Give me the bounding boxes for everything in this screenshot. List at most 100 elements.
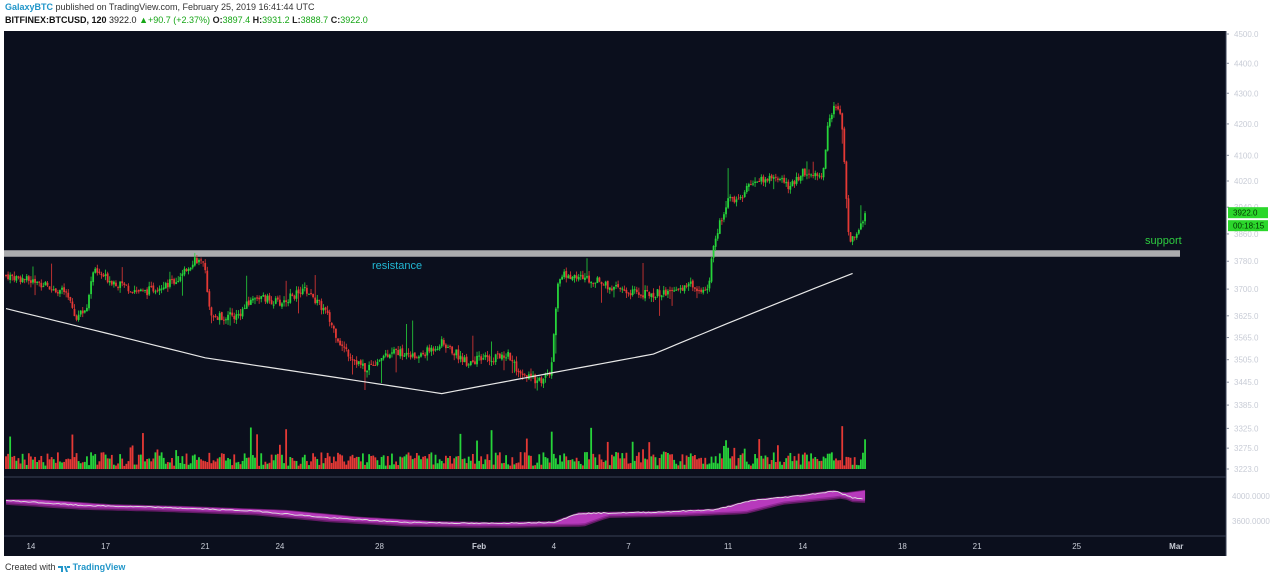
candle-body (308, 293, 310, 295)
candle-body (598, 277, 601, 282)
volume-bar (816, 458, 819, 469)
volume-bar (847, 457, 850, 469)
volume-bar (320, 452, 323, 469)
candle-body (324, 307, 327, 310)
volume-bar (677, 465, 680, 469)
candle-body (96, 268, 99, 273)
volume-bar (42, 462, 45, 469)
volume-bar (758, 439, 761, 469)
candle-body (432, 348, 435, 351)
volume-bar (710, 456, 713, 469)
candle-body (770, 175, 773, 179)
time-tick-label: Mar (1169, 542, 1183, 551)
author-name[interactable]: GalaxyBTC (5, 2, 54, 12)
candle-body (662, 290, 665, 295)
candle-body (752, 183, 754, 185)
volume-bar (453, 458, 456, 469)
volume-bar (316, 459, 319, 469)
tradingview-brand[interactable]: TradingView (72, 562, 126, 572)
candle-body (368, 364, 371, 371)
volume-bar (841, 426, 844, 469)
candle-body (569, 274, 572, 280)
resistance-zone (4, 250, 1180, 257)
candle-body (218, 313, 221, 321)
volume-bar (308, 465, 310, 469)
candle-body (214, 315, 217, 318)
price-tick-label: 3625.0 (1234, 312, 1259, 321)
candle-body (401, 348, 404, 357)
volume-bar (712, 462, 715, 469)
volume-bar (283, 463, 285, 469)
volume-bar (534, 465, 537, 469)
volume-bar (752, 463, 754, 469)
volume-bar (772, 452, 775, 469)
volume-bar (498, 452, 501, 469)
time-tick-label: 11 (724, 542, 733, 551)
volume-bar (382, 455, 385, 469)
volume-bar (442, 463, 445, 469)
volume-bar (233, 454, 236, 469)
candle-body (115, 282, 117, 287)
volume-bar (432, 464, 435, 469)
price-tick-label: 3565.0 (1234, 334, 1259, 343)
volume-bar (25, 464, 28, 469)
price-tick-label: 4100.0 (1234, 151, 1259, 160)
candle-body (156, 290, 159, 292)
volume-bar (532, 465, 534, 469)
price-tick-label: 4400.0 (1234, 59, 1259, 68)
candle-body (646, 290, 649, 292)
candle-body (584, 277, 586, 280)
volume-bar (837, 460, 839, 469)
candle-body (602, 284, 605, 286)
created-with-text: Created with (5, 562, 56, 572)
volume-bar (231, 465, 234, 469)
volume-bar (793, 456, 796, 469)
candle-body (364, 363, 366, 372)
candle-body (262, 295, 265, 297)
volume-bar (397, 465, 400, 469)
candle-body (266, 295, 269, 303)
candle-body (222, 319, 225, 321)
candle-body (79, 310, 82, 315)
candle-body (391, 352, 393, 354)
volume-bar (700, 457, 703, 469)
candle-body (146, 289, 148, 296)
candle-body (536, 380, 539, 383)
volume-bar (48, 459, 51, 469)
volume-bar (349, 456, 352, 469)
candle-body (13, 276, 16, 281)
volume-bar (351, 454, 354, 469)
low-value: 3888.7 (300, 15, 329, 25)
candle-body (687, 283, 690, 287)
candle-body (297, 289, 300, 294)
volume-bar (162, 457, 165, 469)
candle-body (581, 274, 584, 280)
candle-body (428, 347, 431, 352)
volume-bar (760, 455, 763, 469)
candle-body (173, 279, 175, 284)
volume-bar (567, 460, 570, 469)
candle-body (590, 282, 593, 284)
candle-body (681, 287, 684, 291)
volume-bar (843, 465, 846, 469)
volume-bar (546, 458, 549, 469)
candle-body (366, 370, 368, 373)
candle-body (806, 174, 808, 176)
candle-body (791, 181, 794, 187)
candle-body (335, 328, 337, 338)
candle-body (330, 322, 333, 326)
candle-body (764, 179, 767, 183)
candle-body (264, 295, 267, 302)
candle-body (359, 360, 362, 365)
volume-bar (791, 461, 794, 469)
volume-bar (312, 453, 314, 469)
candle-body (434, 349, 437, 351)
candle-body (777, 178, 779, 180)
volume-bar (451, 463, 454, 469)
candle-body (538, 378, 541, 381)
volume-bar (52, 459, 55, 469)
candle-body (34, 278, 36, 283)
candle-body (59, 290, 61, 294)
candle-body (615, 284, 617, 287)
price-chart[interactable]: resistance support 4500.0 4400.0 4300.0 4200.… (0, 30, 1280, 556)
